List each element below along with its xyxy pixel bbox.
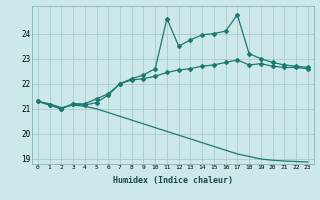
X-axis label: Humidex (Indice chaleur): Humidex (Indice chaleur) <box>113 176 233 185</box>
